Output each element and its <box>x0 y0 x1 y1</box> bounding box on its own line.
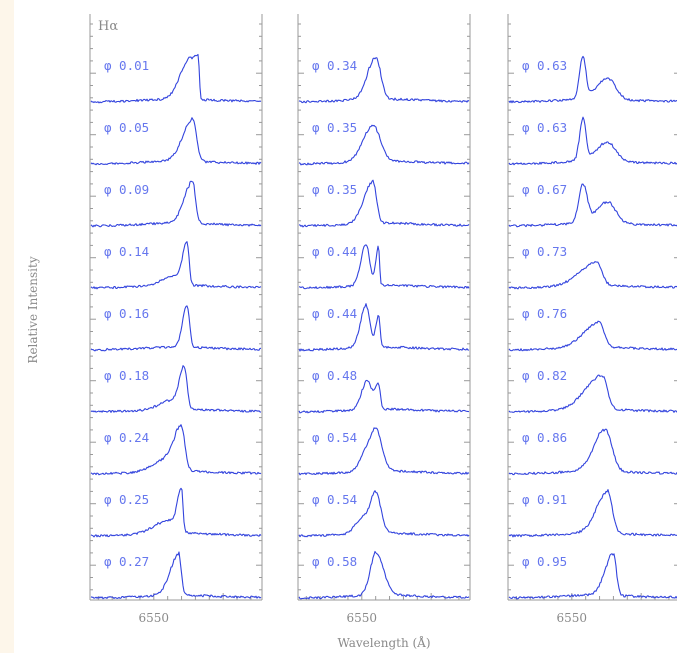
phase-label: φ 0.25 <box>104 492 149 507</box>
x-tick-label: 6550 <box>139 611 170 625</box>
spectrum-trace <box>508 374 677 414</box>
spectrum-trace <box>298 379 470 414</box>
spectrum-trace <box>298 550 470 600</box>
spectrum-trace <box>298 427 470 476</box>
spectrum-trace <box>508 261 677 290</box>
spectrum-trace <box>90 365 262 413</box>
y-axis-title: Relative Intensity <box>26 256 40 363</box>
spectrum-trace <box>508 489 677 538</box>
spectrum-trace <box>90 305 262 352</box>
panel-right: 6550 φ 0.63 φ 0.63 φ 0.67 φ 0.73 φ 0.76 φ 0.82… <box>507 14 677 625</box>
spectrum-trace <box>508 553 677 600</box>
phase-label: φ 0.09 <box>104 182 149 197</box>
phase-label: φ 0.54 <box>312 492 357 507</box>
panel-left: 6550 φ 0.01 φ 0.05 φ 0.09 φ 0.14 φ 0.16 φ 0.18… <box>89 14 263 625</box>
phase-label: φ 0.35 <box>312 182 357 197</box>
phase-label: φ 0.35 <box>312 120 357 135</box>
spectrum-trace <box>298 244 470 290</box>
phase-label: φ 0.44 <box>312 306 357 321</box>
x-tick-label: 6550 <box>557 611 588 625</box>
phase-label: φ 0.76 <box>522 306 567 321</box>
phase-label: φ 0.67 <box>522 182 567 197</box>
spectrum-trace <box>298 57 470 104</box>
phase-label: φ 0.14 <box>104 244 149 259</box>
spectrum-trace <box>90 424 262 476</box>
phase-label: φ 0.44 <box>312 244 357 259</box>
phase-label: φ 0.16 <box>104 306 149 321</box>
phase-label: φ 0.48 <box>312 368 357 383</box>
spectrum-trace <box>508 320 677 352</box>
phase-label: φ 0.58 <box>312 554 357 569</box>
phase-label: φ 0.01 <box>104 58 149 73</box>
spectrum-trace <box>90 53 262 104</box>
spectrum-trace <box>298 303 470 352</box>
phase-label: φ 0.18 <box>104 368 149 383</box>
spectrum-trace <box>90 487 262 538</box>
phase-label: φ 0.63 <box>522 58 567 73</box>
phase-label: φ 0.63 <box>522 120 567 135</box>
x-tick-label: 6550 <box>347 611 378 625</box>
spectrum-trace <box>508 116 677 166</box>
x-axis-title: Wavelength (Å) <box>337 635 430 650</box>
phase-label: φ 0.27 <box>104 554 149 569</box>
phase-label: φ 0.82 <box>522 368 567 383</box>
phase-label: φ 0.73 <box>522 244 567 259</box>
phase-label: φ 0.24 <box>104 430 149 445</box>
spectrum-trace <box>90 180 262 228</box>
panel-middle: 6550 φ 0.34 φ 0.35 φ 0.35 φ 0.44 φ 0.44 φ 0.48… <box>297 14 471 625</box>
phase-label: φ 0.95 <box>522 554 567 569</box>
phase-label: φ 0.34 <box>312 58 357 73</box>
phase-label: φ 0.05 <box>104 120 149 135</box>
phase-label: φ 0.54 <box>312 430 357 445</box>
spectrum-trace <box>508 183 677 228</box>
spectrum-trace <box>90 117 262 166</box>
spectrum-trace <box>298 490 470 538</box>
spectrum-trace <box>508 55 677 104</box>
spectrum-trace <box>508 428 677 476</box>
spectrum-trace <box>298 124 470 166</box>
spectrum-trace <box>90 551 262 600</box>
phase-label: φ 0.86 <box>522 430 567 445</box>
spectrum-trace <box>298 179 470 228</box>
line-label: Hα <box>98 19 118 34</box>
phase-label: φ 0.91 <box>522 492 567 507</box>
spectrum-trace <box>90 241 262 290</box>
